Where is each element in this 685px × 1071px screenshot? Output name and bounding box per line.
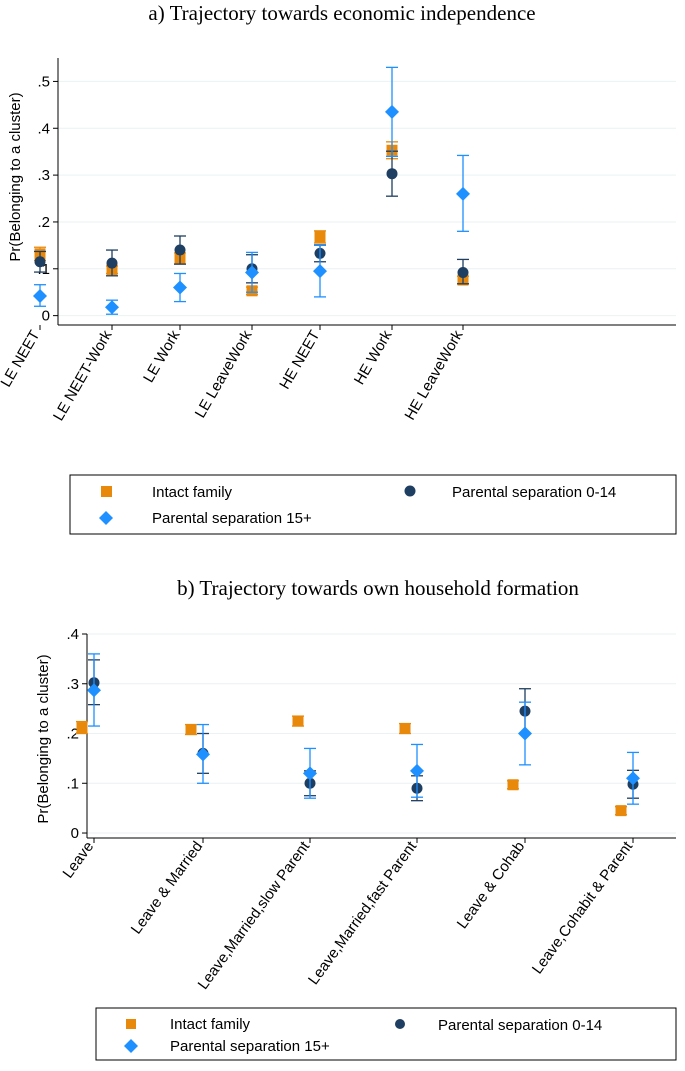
panel-b-x-tick-label: Leave & Married [128, 838, 206, 937]
panel-b-y-tick-label: .2 [66, 726, 79, 743]
panel-a-legend-marker-intact [101, 486, 112, 497]
panel-b-point-intact [185, 724, 197, 736]
panel-b-x-tick-label: Leave,Married,slow Parent [195, 838, 314, 993]
panel-b-legend-box [95, 1007, 677, 1061]
panel-b-point-intact [507, 779, 519, 791]
panel-a: a) Trajectory towards economic independe… [0, 1, 677, 535]
panel-b-x-tick-label: Leave & Cohab [454, 838, 529, 932]
panel-a-axes [57, 58, 676, 326]
panel-b-axes [86, 634, 676, 839]
panel-a-x-tick-label: LE Work [140, 327, 184, 386]
panel-a-legend-box [69, 474, 677, 535]
panel-a-point-sep014 [106, 257, 118, 269]
panel-a-legend-marker-sep15 [99, 511, 113, 525]
panel-a-point-sep15 [33, 288, 47, 303]
panel-a-legend-marker-sep014 [404, 485, 416, 497]
panel-b-y-tick-label: .1 [66, 775, 79, 792]
panel-b-y-axis-label: Pr(Belonging to a cluster) [35, 654, 52, 823]
panel-b-legend-marker-sep15 [124, 1039, 138, 1053]
panel-b-data-marks [76, 653, 640, 817]
panel-a-data-marks [33, 66, 470, 315]
panel-b-x-tick-label: Leave,Married,fast Parent [305, 838, 421, 988]
panel-b-legend-marker-intact [126, 1019, 136, 1029]
panel-b-point-sep15 [303, 766, 317, 781]
panel-b-point-sep15 [626, 771, 640, 786]
panel-b-point-sep15 [196, 747, 210, 762]
panel-b-point-intact [292, 715, 304, 727]
panel-a-x-tick-label: HE NEET [276, 328, 323, 393]
panel-b-y-tick-label: 0 [71, 825, 79, 842]
panel-a-x-tick-label: LE NEET [0, 328, 43, 391]
panel-b-gridlines [87, 633, 676, 834]
panel-a-legend-label-intact: Intact family [152, 484, 233, 501]
panel-a-point-sep15 [105, 300, 119, 315]
panel-a-x-tick-label: LE NEET-Work [50, 327, 116, 424]
panel-a-title: a) Trajectory towards economic independe… [148, 1, 535, 25]
panel-a-x-tick-label: HE LeaveWork [401, 327, 466, 423]
panel-a-point-sep15 [313, 264, 327, 279]
panel-b-point-intact [399, 723, 411, 735]
panel-b-point-sep15 [87, 683, 101, 698]
panel-b-legend-label-intact: Intact family [170, 1016, 251, 1033]
panel-a-y-ticks: 0.1.2.3.4.5 [37, 73, 58, 325]
panel-a-point-sep15 [385, 104, 399, 119]
panel-b-y-ticks: 0 .1 .2 .3 .4 [66, 626, 87, 842]
panel-b-y-tick-label: .3 [66, 676, 79, 693]
panel-a-x-ticks: LE NEET LE NEET-Work LE Work LE LeaveWork HE… [0, 325, 467, 424]
panel-b: b) Trajectory towards own household form… [35, 576, 677, 1061]
panel-b-point-intact [615, 805, 627, 817]
panel-a-point-sep014 [34, 256, 46, 268]
panel-b-x-tick-label: Leave [59, 838, 97, 881]
panel-a-point-sep014 [386, 168, 398, 180]
panel-b-legend-marker-sep014 [395, 1019, 405, 1029]
panel-a-y-axis-label: Pr(Belonging to a cluster) [7, 92, 24, 261]
panel-a-point-sep15 [173, 280, 187, 295]
panel-b-point-intact [76, 722, 88, 734]
panel-a-x-tick-label: HE Work [351, 327, 396, 388]
panel-a-point-intact [314, 231, 326, 243]
panel-b-legend: Intact family Parental separation 0-14 P… [95, 1007, 677, 1061]
panel-a-y-tick-label: .3 [37, 167, 50, 184]
panel-a-y-tick-label: .2 [37, 214, 50, 231]
panel-b-y-tick-label: .4 [66, 626, 79, 643]
panel-a-y-tick-label: .4 [37, 120, 50, 137]
panel-a-y-tick-label: .5 [37, 73, 50, 90]
panel-a-point-sep15 [456, 186, 470, 201]
panel-a-point-sep15 [245, 265, 259, 280]
panel-a-point-sep014 [457, 267, 469, 279]
panel-b-point-sep15 [518, 726, 532, 741]
panel-a-legend-label-sep15: Parental separation 15+ [152, 510, 312, 527]
panel-a-legend-label-sep014: Parental separation 0-14 [452, 484, 616, 501]
panel-a-legend: Intact family Parental separation 0-14 P… [69, 474, 677, 535]
panel-a-x-tick-label: LE LeaveWork [192, 327, 256, 421]
panel-b-title: b) Trajectory towards own household form… [177, 576, 579, 600]
panel-b-legend-label-sep014: Parental separation 0-14 [438, 1017, 602, 1034]
panel-a-gridlines [58, 80, 676, 317]
panel-a-y-tick-label: 0 [42, 308, 50, 325]
panel-a-point-sep014 [174, 244, 186, 256]
panel-b-x-tick-label: Leave,Cohabit & Parent [529, 838, 637, 978]
panel-b-point-sep15 [410, 763, 424, 778]
panel-b-legend-label-sep15: Parental separation 15+ [170, 1038, 330, 1055]
